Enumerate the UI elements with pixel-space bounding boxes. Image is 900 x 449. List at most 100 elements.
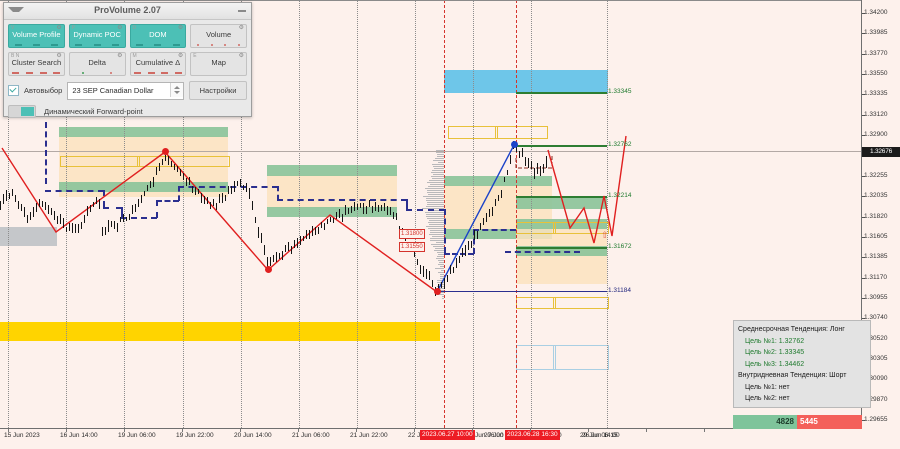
price-bar — [24, 207, 25, 217]
gear-icon[interactable]: ⚙ — [117, 25, 123, 31]
price-bar — [495, 199, 496, 206]
volume-profile-button[interactable]: V ⚙ Volume Profile — [8, 24, 65, 48]
price-bar — [432, 280, 433, 288]
settings-button[interactable]: Настройки — [189, 81, 247, 100]
price-bar — [108, 220, 109, 232]
forward-point-toggle[interactable] — [8, 105, 36, 118]
time-tick-mark — [240, 429, 241, 432]
price-bar — [348, 207, 349, 215]
gear-icon[interactable]: ⚙ — [117, 53, 123, 59]
provolume-window[interactable]: ProVolume 2.07 V ⚙ Volume Profile P ⚙ Dy… — [3, 2, 252, 118]
price-bar — [111, 220, 112, 227]
price-tag-2: 1.31550 — [399, 242, 425, 252]
price-bar — [144, 191, 145, 196]
price-tick-label: 1.31385 — [864, 253, 888, 261]
price-bar — [213, 199, 214, 207]
grid-line — [531, 0, 532, 428]
price-bar — [327, 218, 328, 225]
time-axis[interactable]: 15 Jun 2023 16 Jun 14:00 19 Jun 06:00 19 Ju… — [0, 429, 862, 449]
price-tick-mark — [862, 33, 865, 35]
price-tick-mark — [862, 135, 865, 137]
price-bar — [294, 240, 295, 249]
time-tick-label: 20 Jun 14:00 — [234, 432, 272, 439]
level-label-5: 1.31184 — [608, 287, 632, 294]
price-tick-mark — [862, 114, 865, 116]
price-bar — [531, 160, 532, 169]
price-bar — [543, 164, 544, 174]
minimize-icon[interactable] — [238, 10, 246, 12]
time-tick-mark — [124, 429, 125, 432]
price-bar — [66, 227, 67, 233]
zone-blue-top — [444, 70, 608, 93]
forecast-arrow-up-icon: ⇧ — [601, 230, 609, 240]
price-bar — [15, 194, 16, 202]
symbol-input[interactable]: 23 SEP Canadian Dollar — [67, 81, 184, 100]
time-tick-label: 26 Jun 14:00 — [582, 432, 620, 439]
time-tick-mark — [356, 429, 357, 432]
price-bar — [222, 193, 223, 204]
price-bar — [393, 212, 394, 220]
current-price-label: 1.32676 — [862, 147, 900, 157]
price-bar — [474, 230, 475, 240]
price-bar — [69, 223, 70, 232]
price-bar — [255, 216, 256, 223]
volume-label: Volume — [206, 30, 232, 39]
price-tick-mark — [862, 74, 865, 76]
dynamic-poc-button[interactable]: P ⚙ Dynamic POC — [68, 24, 126, 48]
cluster-search-label: Cluster Search — [11, 58, 62, 67]
cumulative-delta-button[interactable]: M ⚙ Cumulative Δ — [129, 52, 187, 76]
price-tick-mark — [862, 297, 865, 299]
time-tick-label: 21 Jun 06:00 — [292, 432, 330, 439]
spinner-icon[interactable] — [170, 82, 183, 97]
price-bar — [42, 201, 43, 207]
drag-handle-icon[interactable] — [8, 7, 24, 18]
price-bar — [177, 166, 178, 173]
price-bar — [63, 217, 64, 228]
price-tick-label: 1.33985 — [864, 29, 888, 37]
price-bar — [414, 249, 415, 258]
level-label-2: 1.32762 — [608, 141, 632, 148]
symbol-value: 23 SEP Canadian Dollar — [72, 85, 154, 95]
gear-icon[interactable]: ⚙ — [56, 53, 62, 59]
gear-icon[interactable]: ⚙ — [56, 25, 62, 31]
time-tick-mark — [182, 429, 183, 432]
price-bar — [180, 168, 181, 176]
time-tick-mark — [530, 429, 531, 432]
price-bar — [468, 241, 469, 251]
time-tick-label: 16 Jun 14:00 — [60, 432, 98, 439]
intraday-target-2: Цель №2: нет — [745, 395, 790, 402]
time-tick-highlight: 2023.06.28 16:30 — [505, 430, 560, 440]
price-bar — [39, 199, 40, 208]
price-tick-label: 1.29870 — [864, 395, 888, 403]
price-bar — [369, 200, 370, 208]
price-bar — [336, 211, 337, 219]
gear-icon[interactable]: ⚙ — [177, 53, 184, 59]
gear-icon[interactable]: ⚙ — [238, 25, 244, 31]
price-bar — [168, 156, 169, 166]
dom-button[interactable]: D ⚙ DOM — [129, 24, 187, 48]
price-bar — [471, 241, 472, 248]
cluster-search-button[interactable]: B N ⚙ Cluster Search — [8, 52, 65, 76]
price-tick-label: 1.30305 — [864, 354, 888, 362]
price-bar — [534, 168, 535, 179]
pivot-point-blue — [511, 141, 518, 148]
price-bar — [462, 247, 463, 257]
volume-button[interactable]: ⚙ Volume — [190, 24, 247, 48]
price-tick-mark — [862, 277, 865, 279]
indicator-dots — [70, 44, 125, 46]
autoselect-checkbox[interactable] — [8, 85, 19, 96]
price-bar — [354, 201, 355, 212]
volume-profile-label: Volume Profile — [12, 30, 61, 39]
map-button[interactable]: E ⚙ Map — [190, 52, 247, 76]
gear-icon[interactable]: ⚙ — [238, 53, 244, 59]
price-tick-mark — [862, 196, 865, 198]
price-tick-label: 1.33770 — [864, 49, 888, 57]
gear-icon[interactable]: ⚙ — [177, 25, 184, 31]
price-bar — [282, 251, 283, 261]
time-tick-label: 29 Jun 06:15 — [580, 432, 618, 439]
provolume-titlebar[interactable]: ProVolume 2.07 — [4, 3, 251, 20]
delta-button[interactable]: ⚙ Delta — [68, 52, 126, 76]
price-bar — [441, 281, 442, 289]
price-bar — [159, 163, 160, 172]
price-bar — [54, 210, 55, 220]
